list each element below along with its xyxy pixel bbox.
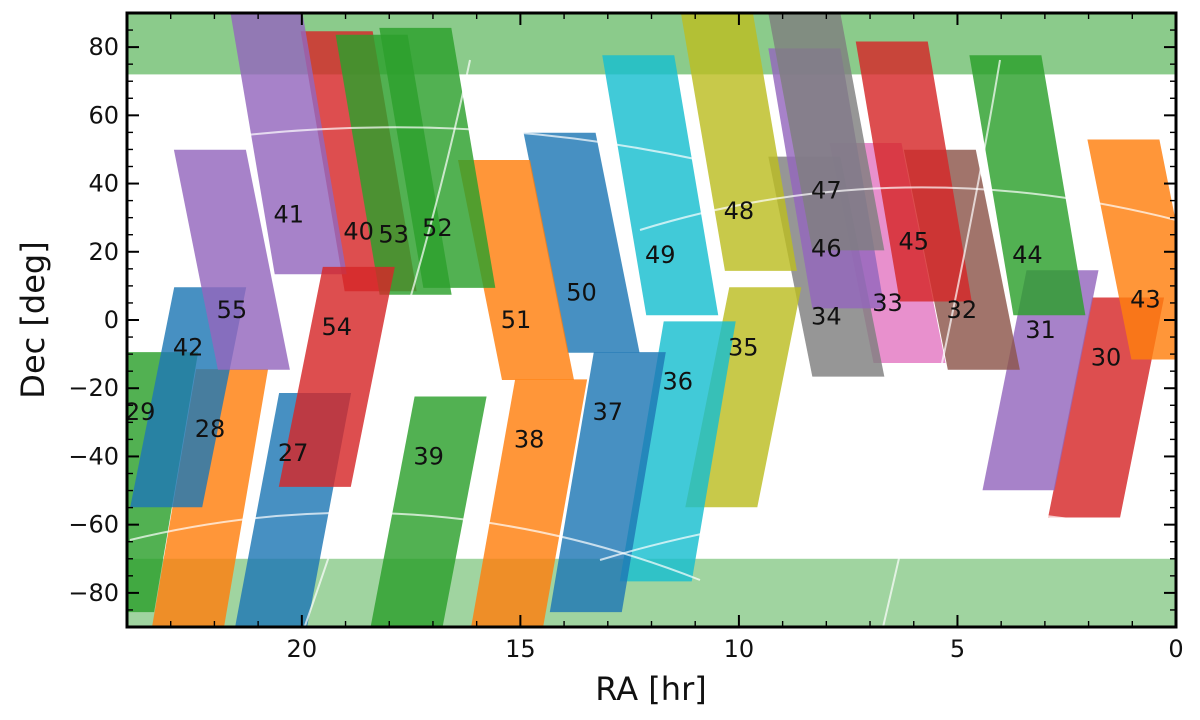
sector-label-33: 33 [872, 289, 903, 317]
sector-region-31 [982, 270, 1099, 491]
grid-arc [639, 186, 1176, 231]
grid-arc [599, 508, 1176, 561]
sector-label-35: 35 [728, 333, 759, 361]
x-tick-label: 0 [1168, 635, 1183, 663]
sector-label-52: 52 [422, 214, 453, 242]
grid-arc [303, 59, 471, 627]
sector-region-35 [685, 287, 802, 508]
y-tick-label: 60 [88, 101, 119, 129]
sector-region-49 [602, 55, 719, 316]
sector-label-27: 27 [278, 439, 309, 467]
sector-label-34: 34 [811, 303, 842, 331]
sector-region-51 [458, 160, 575, 380]
sector-label-37: 37 [593, 398, 624, 426]
sector-region-50 [523, 132, 640, 353]
sector-region-43 [1087, 139, 1176, 360]
y-tick-label: 0 [104, 306, 119, 334]
grid-arcs [129, 59, 1176, 627]
sector-region-39 [370, 396, 487, 627]
sector-label-46: 46 [811, 234, 842, 262]
sector-label-41: 41 [273, 200, 304, 228]
sector-label-40: 40 [343, 217, 374, 245]
y-axis-title: Dec [deg] [14, 241, 52, 398]
coverage-regions [127, 13, 1176, 627]
sector-labels: 27 28 29 30 31 32 33 34 35 36 37 38 39 40 41 42 43 44 45 46… [125, 176, 1161, 470]
sector-label-32: 32 [947, 296, 978, 324]
y-tick-label: −40 [68, 442, 119, 470]
sector-label-30: 30 [1091, 344, 1122, 372]
y-tick-label: 20 [88, 238, 119, 266]
sector-label-49: 49 [645, 241, 676, 269]
x-tick-label: 10 [724, 635, 755, 663]
sector-region-54 [278, 266, 395, 487]
sector-label-54: 54 [322, 313, 353, 341]
sector-region-28 [152, 369, 269, 627]
y-tick-label: −60 [68, 511, 119, 539]
y-tick-label: 40 [88, 170, 119, 198]
sector-label-48: 48 [724, 197, 755, 225]
sector-label-42: 42 [173, 333, 204, 361]
sector-label-28: 28 [195, 415, 226, 443]
sector-region-55 [173, 149, 290, 370]
sector-label-36: 36 [662, 367, 693, 395]
y-tick-label: −20 [68, 374, 119, 402]
sector-label-47: 47 [811, 176, 842, 204]
sector-label-29: 29 [125, 398, 156, 426]
sector-label-43: 43 [1130, 286, 1161, 314]
sector-label-53: 53 [378, 221, 409, 249]
x-tick-label: 20 [287, 635, 318, 663]
x-axis-title: RA [hr] [595, 670, 706, 708]
x-tick-label: 15 [505, 635, 536, 663]
sector-region-45 [855, 41, 972, 302]
x-tick-label: 5 [950, 635, 965, 663]
sector-region-44 [969, 55, 1086, 316]
sector-region-38 [471, 379, 588, 627]
sector-label-39: 39 [413, 442, 444, 470]
grid-arc [139, 126, 701, 161]
sector-region-47 [768, 13, 885, 251]
sector-label-44: 44 [1012, 241, 1043, 269]
grid-arc [882, 59, 1001, 627]
sector-region-41 [230, 14, 347, 275]
sector-region-37 [549, 352, 666, 613]
axis-ticks [126, 12, 1177, 628]
sector-label-51: 51 [501, 306, 532, 334]
y-tick-label: −80 [68, 579, 119, 607]
sector-label-55: 55 [217, 296, 248, 324]
sector-label-50: 50 [566, 279, 597, 307]
sector-region-53 [335, 34, 452, 295]
sector-region-48 [680, 13, 797, 271]
sector-label-31: 31 [1025, 316, 1056, 344]
sector-label-38: 38 [514, 425, 545, 453]
y-tick-label: 80 [88, 33, 119, 61]
sector-label-45: 45 [898, 228, 929, 256]
sector-region-36 [619, 321, 736, 582]
